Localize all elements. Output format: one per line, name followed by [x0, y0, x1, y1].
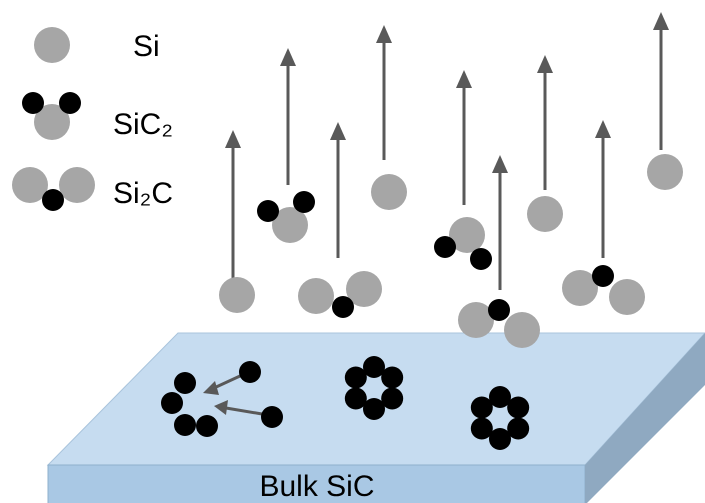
arrow-head — [376, 25, 392, 43]
c-atom — [59, 92, 81, 114]
c-atom — [592, 265, 614, 287]
si-atom — [371, 174, 407, 210]
arrow-head — [492, 155, 508, 173]
si-atom — [219, 277, 255, 313]
legend-label: Si — [133, 30, 160, 63]
c-atom — [239, 361, 261, 383]
c-atom — [261, 406, 283, 428]
si-atom — [59, 167, 95, 203]
si-atom — [647, 154, 683, 190]
c-atom — [174, 414, 196, 436]
c-atom — [345, 388, 367, 410]
si-atom — [34, 27, 70, 63]
c-atom — [434, 236, 456, 258]
arrow-head — [280, 48, 296, 66]
legend-label: Si₂C — [113, 177, 173, 210]
si-atom — [504, 312, 540, 348]
c-atom — [470, 248, 492, 270]
legend-label: SiC₂ — [113, 108, 173, 141]
c-atom — [161, 392, 183, 414]
c-atom — [196, 415, 218, 437]
c-atom — [488, 299, 510, 321]
c-atom — [381, 367, 403, 389]
si-atom — [609, 279, 645, 315]
c-atom — [257, 200, 279, 222]
c-atom — [22, 92, 44, 114]
si-atom — [527, 196, 563, 232]
c-atom — [42, 189, 64, 211]
substrate-label: Bulk SiC — [259, 470, 374, 503]
c-atom — [507, 397, 529, 419]
arrow-head — [595, 120, 611, 138]
arrow-head — [653, 12, 669, 30]
legend: Si SiC₂ Si₂C — [113, 30, 173, 210]
arrow-head — [330, 122, 346, 140]
si-atom — [298, 278, 334, 314]
diagram: Bulk SiC Si SiC₂ Si₂C — [0, 0, 705, 503]
arrow-head — [225, 130, 241, 148]
arrow-head — [456, 70, 472, 88]
c-atom — [471, 418, 493, 440]
c-atom — [174, 372, 196, 394]
c-atom — [293, 191, 315, 213]
arrow-head — [537, 55, 553, 73]
c-atom — [332, 296, 354, 318]
